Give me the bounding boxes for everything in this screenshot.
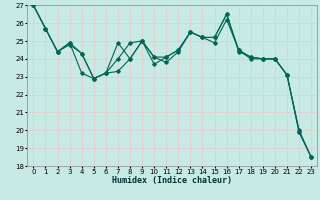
X-axis label: Humidex (Indice chaleur): Humidex (Indice chaleur) <box>112 176 232 185</box>
